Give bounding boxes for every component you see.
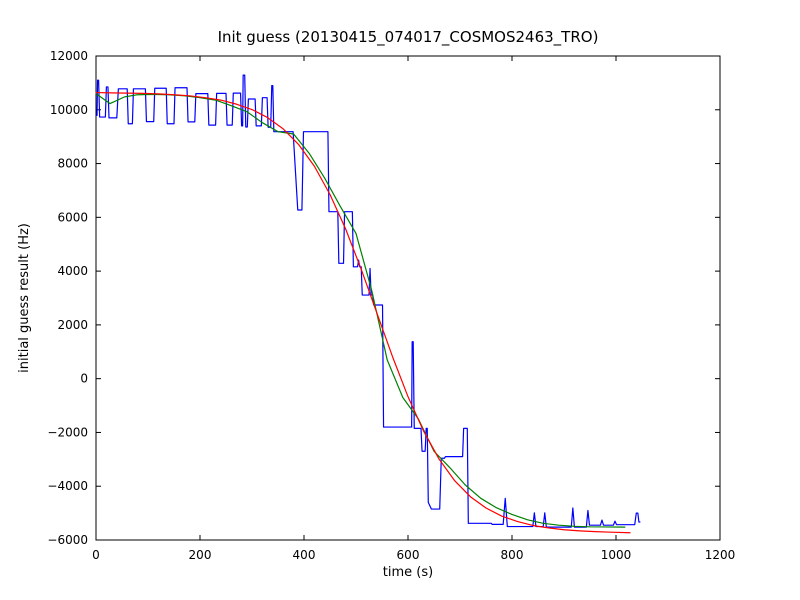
y-tick-label: 2000 bbox=[57, 318, 88, 332]
series-line-sigmoid-fit-red bbox=[95, 91, 631, 534]
x-tick-label: 400 bbox=[293, 548, 316, 562]
y-tick-label: −2000 bbox=[47, 425, 88, 439]
axes-frame bbox=[95, 55, 721, 541]
y-tick-label: 8000 bbox=[57, 157, 88, 171]
y-tick-label: 6000 bbox=[57, 210, 88, 224]
x-tick-label: 600 bbox=[397, 548, 420, 562]
x-tick-label: 1000 bbox=[601, 548, 632, 562]
y-tick-label: 4000 bbox=[57, 264, 88, 278]
y-tick-label: 0 bbox=[80, 372, 88, 386]
y-tick-label: 12000 bbox=[50, 49, 88, 63]
chart-title: Init guess (20130415_074017_COSMOS2463_T… bbox=[218, 28, 599, 47]
x-tick-label: 0 bbox=[92, 548, 100, 562]
x-axis-label: time (s) bbox=[383, 565, 433, 580]
x-tick-label: 800 bbox=[501, 548, 524, 562]
series-line-smoothed-guess-green bbox=[95, 93, 626, 528]
y-tick-label: −4000 bbox=[47, 479, 88, 493]
y-axis-label: initial guess result (Hz) bbox=[17, 223, 32, 373]
x-tick-label: 1200 bbox=[705, 548, 736, 562]
x-tick-label: 200 bbox=[189, 548, 212, 562]
y-tick-label: 10000 bbox=[50, 103, 88, 117]
series-line-raw-initial-guess-blue bbox=[95, 74, 641, 528]
y-tick-label: −6000 bbox=[47, 533, 88, 547]
